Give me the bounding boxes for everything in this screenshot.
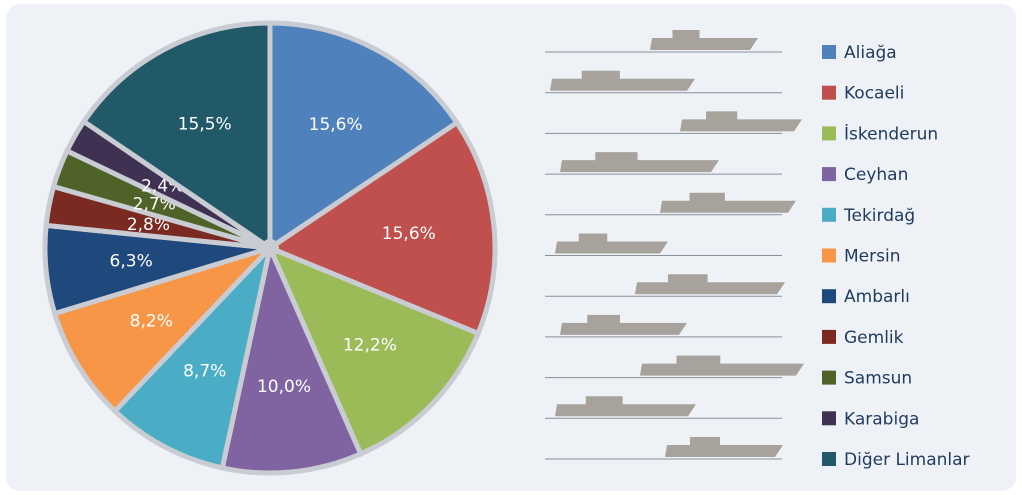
legend-swatch bbox=[822, 126, 836, 141]
ship bbox=[555, 233, 668, 254]
value-label: 12,2% bbox=[343, 335, 397, 355]
legend-swatch bbox=[822, 289, 836, 304]
legend-label: Gemlik bbox=[844, 328, 904, 348]
ship bbox=[635, 274, 785, 295]
legend-label: Ambarlı bbox=[844, 287, 910, 307]
value-label: 15,6% bbox=[382, 224, 436, 244]
legend-label: Samsun bbox=[844, 369, 912, 389]
ship bbox=[660, 192, 796, 213]
ship bbox=[680, 111, 802, 132]
ship-illustrations bbox=[545, 30, 804, 460]
ship bbox=[640, 355, 804, 376]
value-label: 6,3% bbox=[110, 252, 153, 272]
pie-slice bbox=[267, 20, 461, 253]
legend-swatch bbox=[822, 45, 836, 59]
value-label: 10,0% bbox=[257, 377, 311, 397]
legend-label: Mersin bbox=[844, 247, 900, 267]
legend-label: İskenderun bbox=[844, 123, 938, 144]
legend-label: Tekirdağ bbox=[843, 206, 915, 226]
value-label: 8,7% bbox=[183, 361, 226, 381]
legend-label: Karabiga bbox=[844, 409, 919, 429]
pie-slice bbox=[264, 119, 498, 337]
legend-label: Ceyhan bbox=[844, 165, 908, 185]
legend-swatch bbox=[822, 370, 836, 385]
legend-swatch bbox=[822, 85, 836, 100]
pie-slice bbox=[80, 20, 273, 253]
pie-slice bbox=[265, 243, 482, 458]
legend-swatch bbox=[822, 167, 836, 182]
pie-slice bbox=[111, 239, 275, 471]
ship bbox=[665, 437, 783, 457]
value-label: 15,6% bbox=[309, 115, 363, 135]
value-label: 8,2% bbox=[130, 311, 173, 331]
value-label: 15,5% bbox=[178, 115, 232, 135]
legend-label: Kocaeli bbox=[844, 84, 904, 104]
value-label: 2,8% bbox=[127, 215, 170, 235]
legend-swatch bbox=[822, 207, 836, 222]
pie-slice bbox=[219, 239, 364, 476]
ship bbox=[555, 396, 696, 417]
legend-swatch bbox=[822, 411, 836, 426]
ship bbox=[560, 152, 719, 173]
legend-label: Diğer Limanlar bbox=[844, 450, 970, 470]
pie-center bbox=[261, 239, 279, 257]
ship bbox=[650, 30, 758, 50]
ship bbox=[560, 314, 687, 335]
legend-swatch bbox=[822, 452, 836, 466]
legend-swatch bbox=[822, 329, 836, 344]
legend-label: Aliağa bbox=[844, 43, 897, 63]
ship bbox=[550, 70, 695, 91]
pie-slice bbox=[51, 242, 279, 415]
legend-swatch bbox=[822, 248, 836, 263]
